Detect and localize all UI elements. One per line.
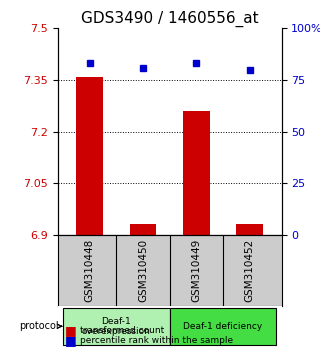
FancyBboxPatch shape (170, 308, 276, 345)
Text: ■: ■ (65, 325, 76, 337)
Text: GSM310450: GSM310450 (138, 239, 148, 302)
Bar (76, 76, 103, 235)
Text: ■: ■ (65, 334, 76, 347)
Title: GDS3490 / 1460556_at: GDS3490 / 1460556_at (81, 11, 259, 27)
Text: GSM310449: GSM310449 (191, 239, 201, 302)
Text: percentile rank within the sample: percentile rank within the sample (80, 336, 233, 345)
FancyBboxPatch shape (63, 308, 170, 345)
Bar (236, 224, 263, 235)
Bar (130, 224, 156, 235)
Bar (183, 111, 210, 235)
Text: GSM310448: GSM310448 (84, 239, 95, 302)
Text: transformed count: transformed count (80, 326, 164, 336)
Text: protocol: protocol (19, 321, 62, 331)
Text: Deaf-1 deficiency: Deaf-1 deficiency (183, 322, 262, 331)
Text: GSM310452: GSM310452 (244, 239, 255, 302)
Text: Deaf-1
overexpression: Deaf-1 overexpression (82, 316, 151, 336)
